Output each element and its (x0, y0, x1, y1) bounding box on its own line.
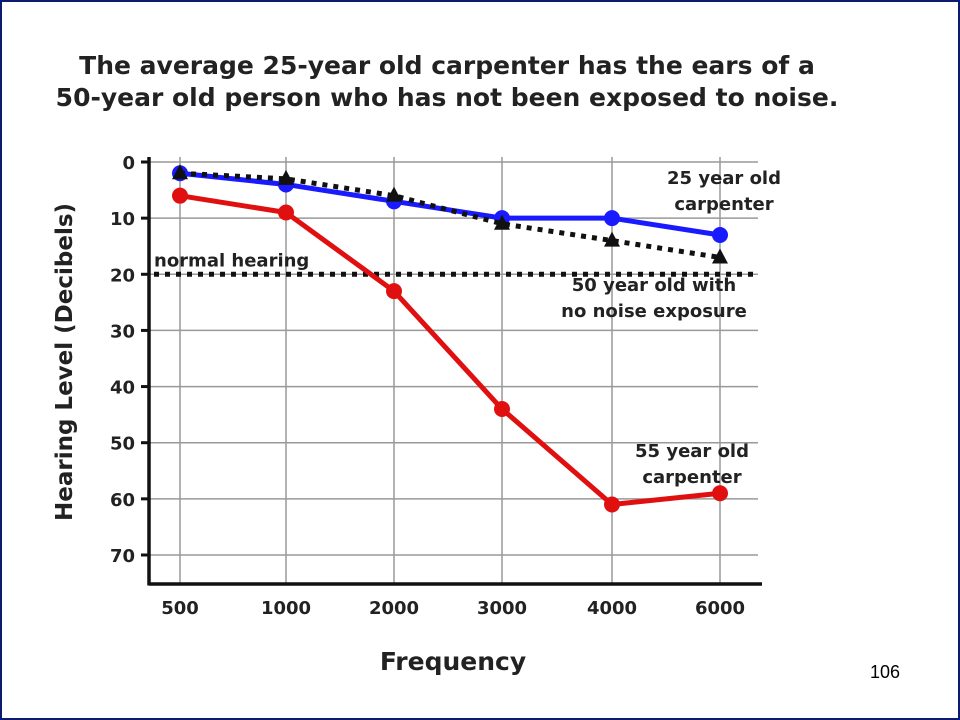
y-tick-label: 0 (122, 153, 135, 174)
x-tick-label: 4000 (587, 598, 637, 619)
y-tick-label: 20 (110, 265, 135, 286)
y-tick-label: 30 (110, 321, 135, 342)
data-point (604, 231, 620, 247)
data-point (386, 186, 402, 202)
normal-hearing-label: normal hearing (154, 250, 309, 271)
y-tick-label: 60 (110, 490, 135, 511)
data-point (494, 214, 510, 230)
data-point (278, 169, 294, 185)
data-point (604, 496, 620, 513)
normal-hearing-group: normal hearing (154, 250, 754, 277)
y-tick-label: 10 (110, 209, 135, 230)
series-label: 55 year old (635, 441, 749, 462)
data-point (712, 248, 728, 264)
chart-axes (141, 157, 762, 586)
data-point (604, 210, 620, 227)
data-point (386, 283, 402, 300)
series-label: 50 year old with (572, 275, 736, 296)
data-point (172, 164, 188, 180)
series-line (179, 170, 721, 238)
y-tick-label: 40 (110, 378, 135, 399)
slide-title: The average 25-year old carpenter has th… (32, 50, 862, 114)
x-axis-label: Frequency (380, 647, 526, 676)
series-group (172, 164, 728, 513)
slide-title-line-2: 50-year old person who has not been expo… (55, 83, 839, 112)
series-line (179, 193, 721, 507)
x-tick-label: 6000 (695, 598, 745, 619)
x-tick-label: 1000 (261, 598, 311, 619)
data-point (494, 401, 510, 418)
y-tick-label: 70 (110, 546, 135, 567)
series-label: carpenter (642, 467, 741, 488)
x-tick-label: 500 (161, 598, 199, 619)
tick-labels: 0 10 20 30 40 50 60 70 500 1000 2000 3000 4000 6000 (110, 153, 745, 619)
series-label: 25 year old (667, 168, 781, 189)
series-line (179, 170, 721, 260)
data-point (712, 226, 728, 243)
x-tick-label: 2000 (369, 598, 419, 619)
chart-grid (149, 157, 758, 584)
slide-number: 106 (870, 662, 901, 682)
y-tick-label: 50 (110, 434, 135, 455)
data-point (712, 485, 728, 502)
series-label: carpenter (674, 194, 773, 215)
data-point (172, 187, 188, 204)
x-tick-label: 3000 (477, 598, 527, 619)
y-axis-label: Hearing Level (Decibels) (52, 203, 78, 521)
data-point (278, 204, 294, 221)
series-labels: 25 year old carpenter 50 year old with no n… (561, 168, 781, 488)
series-label: no noise exposure (561, 301, 747, 322)
slide-title-line-1: The average 25-year old carpenter has th… (79, 51, 815, 80)
